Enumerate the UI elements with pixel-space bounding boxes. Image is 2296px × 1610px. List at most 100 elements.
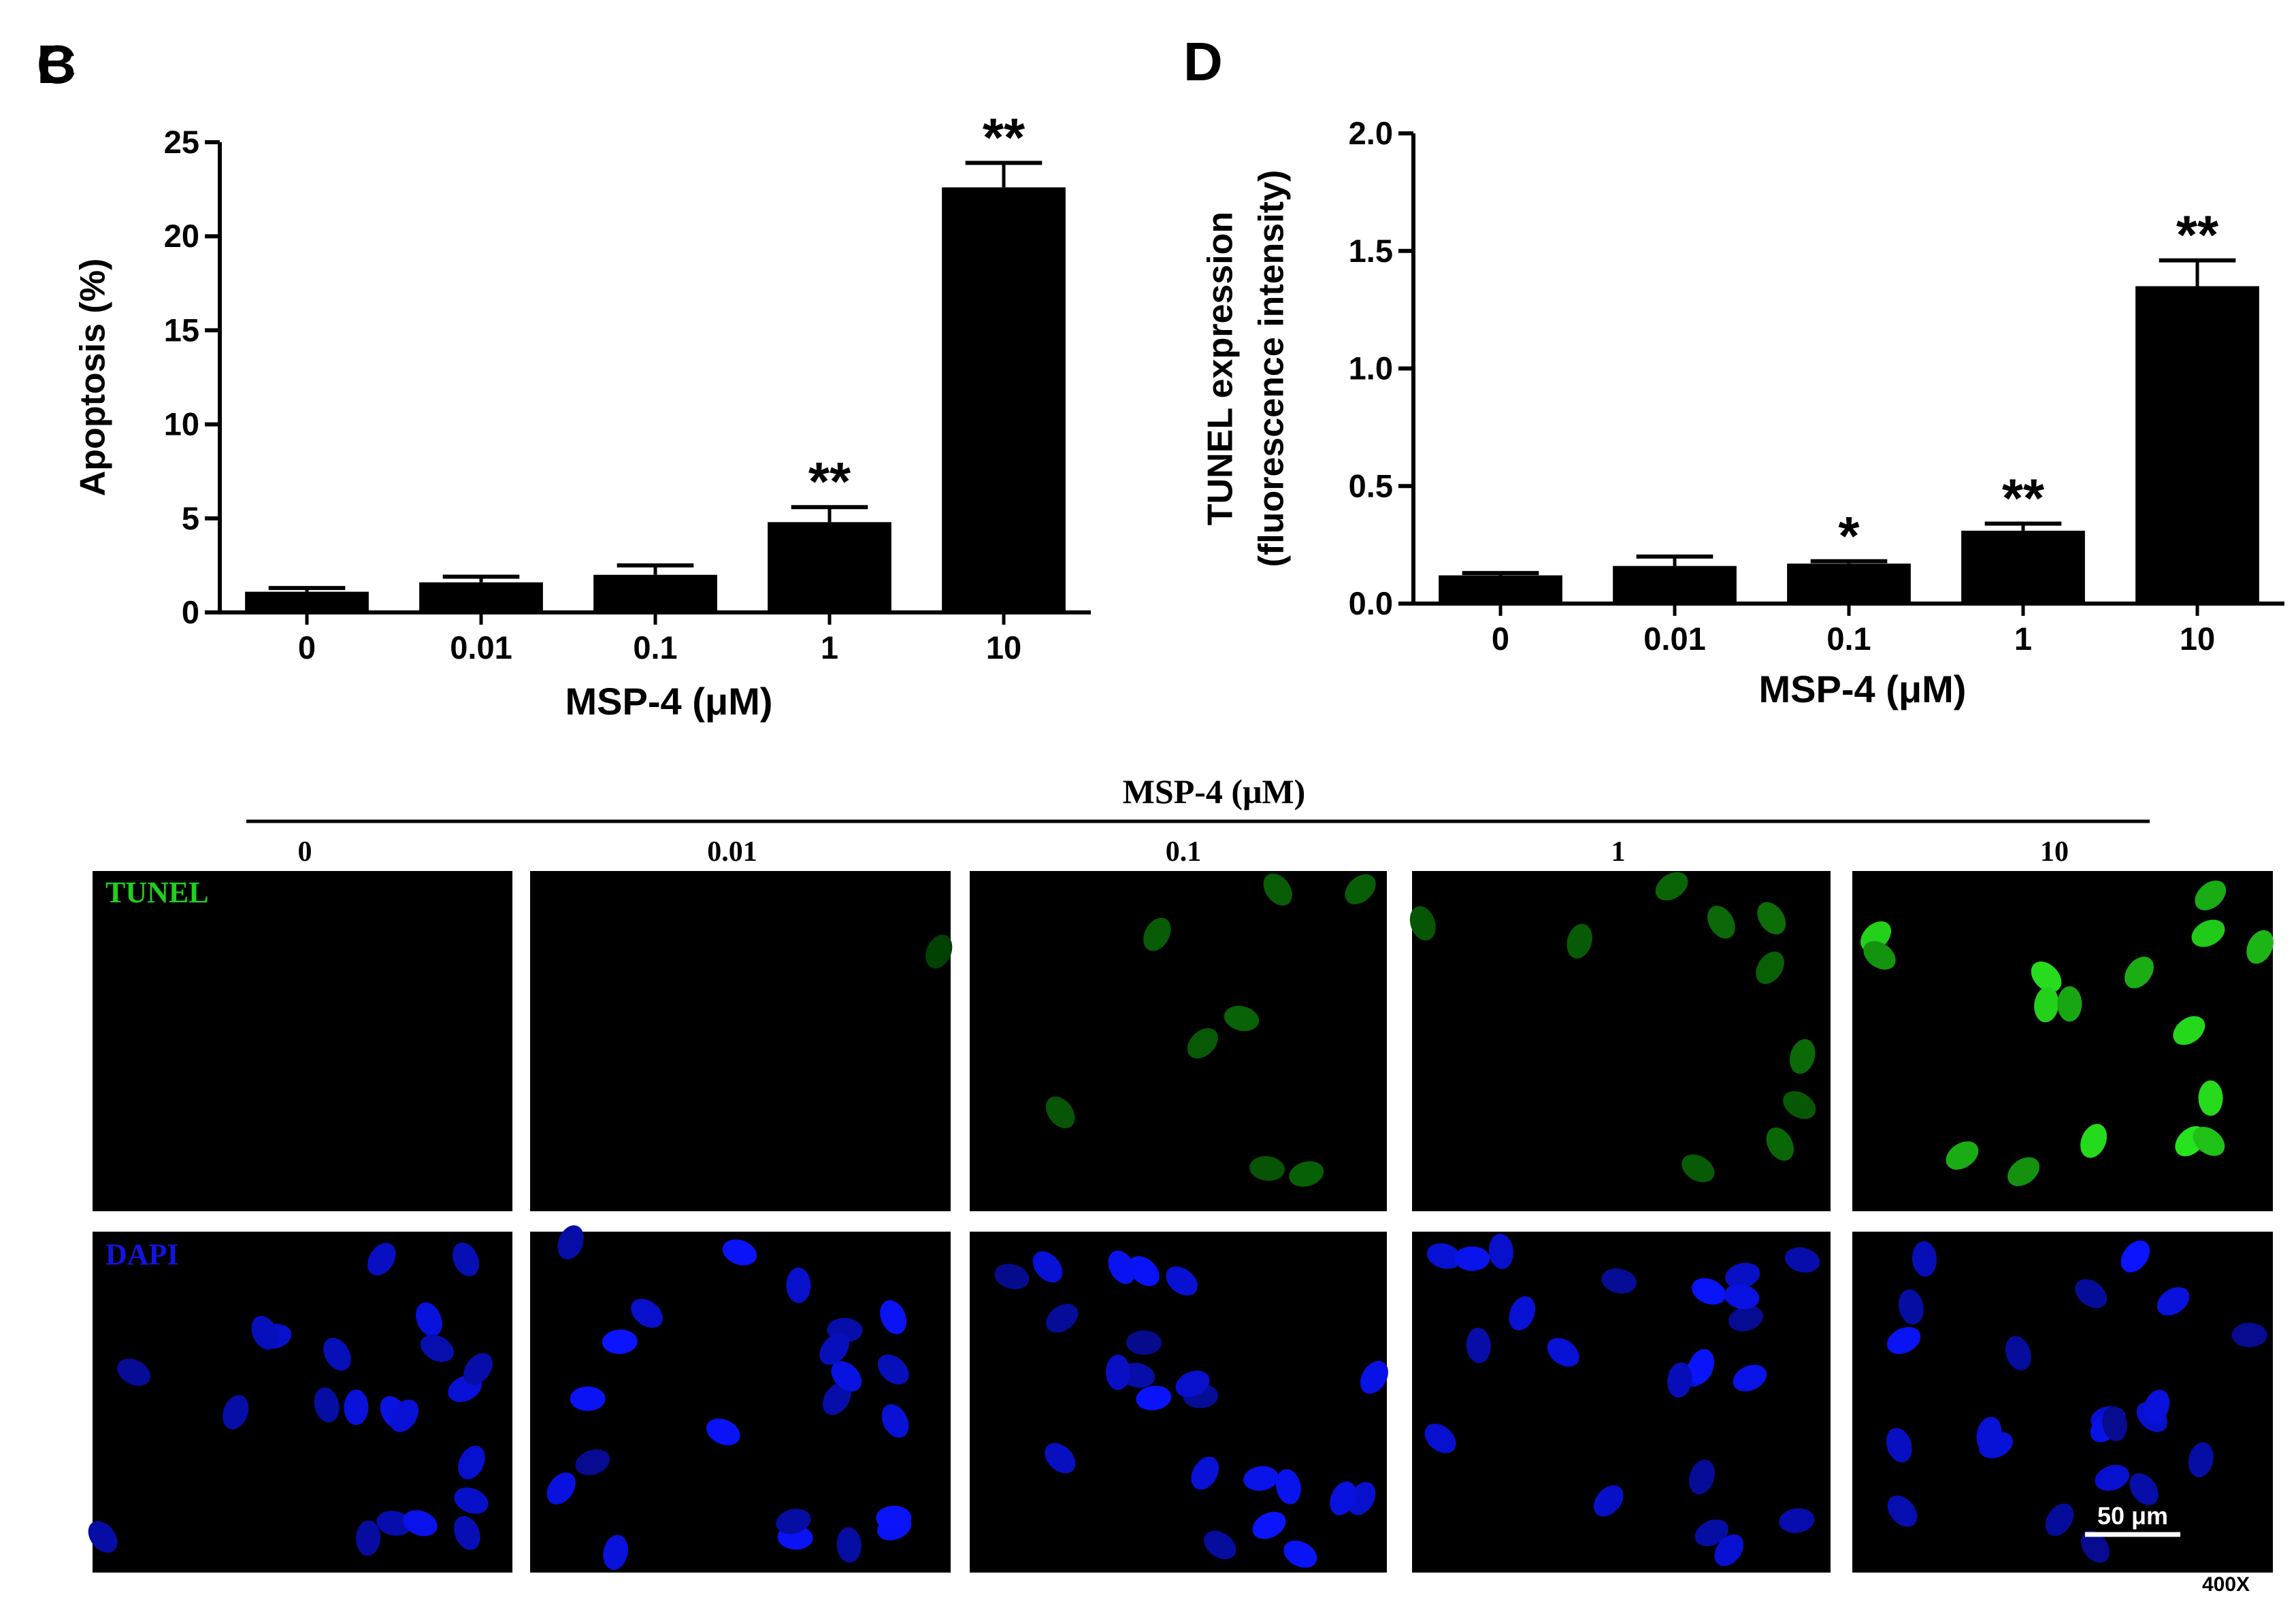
nucleus: [706, 1418, 740, 1445]
nucleus: [1175, 1370, 1210, 1398]
x-tick-label: 0.1: [1826, 621, 1871, 657]
scale-bar-label: 50 μm: [2097, 1502, 2168, 1530]
nucleus: [454, 1487, 489, 1514]
nucleus: [1046, 1304, 1079, 1333]
nucleus: [994, 1264, 1030, 1289]
nucleus: [458, 1445, 485, 1479]
nucleus: [1689, 1460, 1715, 1494]
nucleus: [2129, 1473, 2159, 1505]
nucleus: [1466, 1328, 1491, 1364]
nucleus: [2156, 1287, 2190, 1316]
nucleus: [403, 1510, 438, 1537]
nucleus: [2173, 1016, 2205, 1045]
nucleus: [1979, 1432, 2014, 1458]
nucleus: [1509, 1296, 1536, 1331]
nucleus: [1789, 1038, 1816, 1074]
nucleus: [546, 1472, 576, 1505]
x-tick-label: 0: [298, 629, 316, 666]
nucleus: [1714, 1534, 1744, 1566]
y-tick-label: 0: [182, 594, 199, 630]
nucleus: [314, 1387, 340, 1423]
nucleus: [344, 1390, 369, 1426]
nucleus: [1779, 1508, 1815, 1533]
row-label: DAPI: [105, 1238, 179, 1271]
y-tick-label: 0.5: [1349, 467, 1393, 504]
column-label: 0.01: [707, 836, 757, 868]
nucleus: [831, 1361, 862, 1392]
nucleus: [1252, 1511, 1286, 1539]
nucleus: [878, 1354, 909, 1385]
y-tick-label: 1.0: [1349, 350, 1393, 387]
nucleus: [1784, 1247, 1820, 1273]
nucleus: [1454, 1246, 1490, 1271]
x-tick-label: 0.01: [450, 629, 512, 666]
nucleus: [1766, 1128, 1794, 1161]
x-tick-label: 1: [2014, 621, 2032, 657]
nucleus: [1166, 1266, 1198, 1296]
nucleus: [776, 1509, 811, 1534]
nucleus: [1108, 1250, 1136, 1284]
bar: [1613, 565, 1737, 604]
nucleus: [1426, 1243, 1462, 1269]
nucleus: [323, 1337, 351, 1371]
nucleus: [1886, 1327, 1921, 1354]
nucleus: [1725, 1262, 1760, 1288]
nucleus: [1688, 1349, 1714, 1383]
x-axis-label: MSP-4 (μM): [565, 680, 773, 723]
significance: **: [983, 107, 1026, 167]
nucleus: [1126, 1330, 1162, 1356]
y-axis-label: TUNEL expression: [1201, 212, 1241, 525]
panel-label: D: [1183, 31, 1223, 92]
nucleus: [822, 1382, 851, 1415]
micrograph: [93, 871, 512, 1211]
nucleus: [1863, 940, 1896, 970]
nucleus: [1601, 1268, 1637, 1294]
nucleus: [1204, 1530, 1236, 1560]
nucleus: [836, 1527, 862, 1563]
y-tick-label: 1.5: [1349, 233, 1393, 269]
nucleus: [1143, 917, 1171, 951]
nucleus: [1424, 1424, 1456, 1453]
nucleus: [390, 1399, 419, 1432]
nucleus: [463, 1353, 493, 1385]
nucleus: [2095, 1464, 2130, 1491]
nucleus: [2125, 956, 2154, 989]
nucleus: [1655, 872, 1688, 901]
nucleus: [786, 1267, 811, 1303]
nucleus: [880, 1300, 907, 1334]
significance: *: [1838, 506, 1860, 566]
nucleus: [1249, 1156, 1285, 1181]
column-label: 10: [2040, 836, 2069, 868]
magnification: 400X: [2202, 1573, 2250, 1596]
nucleus: [1593, 1485, 1624, 1517]
nucleus: [1345, 874, 1376, 904]
nucleus: [1283, 1540, 1317, 1568]
y-tick-label: 20: [164, 218, 199, 254]
nucleus: [2031, 962, 2062, 992]
nucleus: [2246, 930, 2274, 964]
column-label: 0.1: [1166, 836, 1202, 868]
nucleus: [1886, 1428, 1912, 1463]
nucleus: [557, 1225, 584, 1260]
bar: [245, 591, 369, 612]
nucleus: [117, 1358, 151, 1386]
panel-header: MSP-4 (μM): [1123, 772, 1306, 810]
nucleus: [1275, 1469, 1301, 1505]
nucleus: [223, 1395, 249, 1430]
x-tick-label: 1: [821, 629, 838, 666]
nucleus: [2191, 919, 2225, 947]
y-tick-label: 25: [164, 124, 199, 160]
panel-label: C: [37, 34, 76, 95]
nucleus: [1488, 1234, 1514, 1269]
nucleus: [1547, 1338, 1579, 1367]
nucleus: [2102, 1406, 2127, 1442]
y-tick-label: 15: [164, 312, 199, 348]
nucleus: [881, 1404, 909, 1438]
significance: **: [2176, 205, 2219, 265]
column-label: 0: [298, 836, 312, 868]
nucleus: [1724, 1284, 1760, 1310]
nucleus: [1757, 902, 1786, 935]
nucleus: [452, 1243, 480, 1277]
nucleus: [2120, 1241, 2150, 1272]
